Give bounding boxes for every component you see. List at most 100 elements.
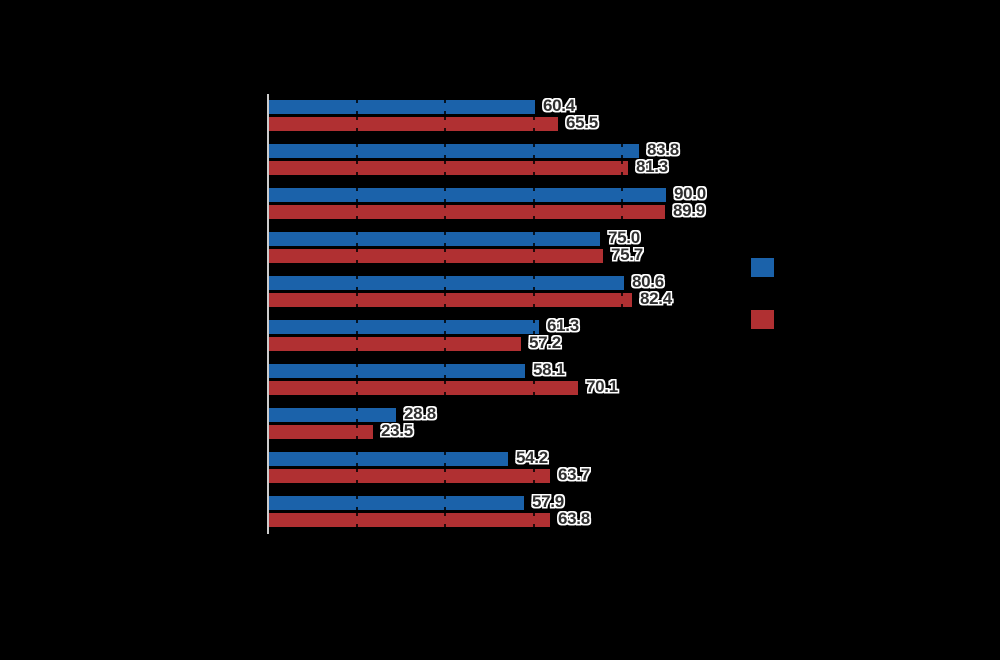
bar-series2 [269, 513, 550, 527]
gridline-tick [356, 144, 358, 147]
gridline-tick [444, 243, 446, 246]
gridline-tick [533, 513, 535, 516]
gridline-tick [444, 452, 446, 455]
gridline-tick [356, 436, 358, 439]
gridline-tick [444, 507, 446, 510]
bar-value-label: 23.5 [381, 421, 413, 440]
gridline-tick [356, 469, 358, 472]
gridline-tick [533, 161, 535, 164]
gridline-tick [356, 111, 358, 114]
gridline-tick [444, 469, 446, 472]
bar-series2 [269, 117, 558, 131]
gridline-tick [444, 161, 446, 164]
bar-series1 [269, 232, 600, 246]
gridline-tick [356, 128, 358, 131]
gridline-tick [444, 375, 446, 378]
gridline-tick [533, 128, 535, 131]
bar-series1 [269, 276, 624, 290]
gridline-tick [356, 331, 358, 334]
gridline-tick [356, 293, 358, 296]
gridline-tick [356, 276, 358, 279]
gridline-tick [444, 337, 446, 340]
gridline-tick [444, 320, 446, 323]
gridline-tick [356, 199, 358, 202]
bar-series2 [269, 205, 665, 219]
gridline-tick [533, 480, 535, 483]
gridline-tick [533, 276, 535, 279]
gridline-tick [444, 188, 446, 191]
bar-series1 [269, 144, 639, 158]
gridline-tick [356, 425, 358, 428]
gridline-tick [533, 287, 535, 290]
gridline-tick [356, 205, 358, 208]
gridline-tick [533, 293, 535, 296]
bar-value-label: 63.7 [558, 465, 590, 484]
gridline-tick [533, 144, 535, 147]
gridline-tick [444, 205, 446, 208]
gridline-tick [621, 293, 623, 296]
gridline-tick [533, 232, 535, 235]
gridline-tick [533, 320, 535, 323]
bar-series2 [269, 161, 628, 175]
bar-series1 [269, 188, 666, 202]
bar-series2 [269, 469, 550, 483]
gridline-tick [444, 249, 446, 252]
gridline-tick [444, 276, 446, 279]
gridline-tick [444, 100, 446, 103]
bar-value-label: 61.3 [547, 316, 579, 335]
gridline-tick [533, 249, 535, 252]
gridline-tick [356, 155, 358, 158]
gridline-tick [621, 144, 623, 147]
gridline-tick [356, 161, 358, 164]
gridline-tick [444, 155, 446, 158]
bar-series2 [269, 249, 603, 263]
bar-series2 [269, 425, 373, 439]
gridline-tick [356, 216, 358, 219]
y-axis-line [267, 94, 269, 534]
bar-series1 [269, 408, 396, 422]
bar-value-label: 57.2 [529, 333, 561, 352]
bar-series1 [269, 452, 508, 466]
bar-series1 [269, 320, 539, 334]
gridline-tick [621, 199, 623, 202]
gridline-tick [356, 304, 358, 307]
gridline-tick [533, 381, 535, 384]
legend-swatch-series1 [751, 258, 774, 277]
bar-value-label: 82.4 [640, 289, 672, 308]
gridline-tick [533, 172, 535, 175]
gridline-tick [533, 469, 535, 472]
bar-value-label: 81.3 [636, 157, 668, 176]
gridline-tick [356, 100, 358, 103]
gridline-tick [533, 304, 535, 307]
bar-value-label: 54.2 [516, 448, 548, 467]
bar-value-label: 60.4 [543, 96, 575, 115]
bar-series1 [269, 100, 535, 114]
gridline-tick [444, 216, 446, 219]
gridline-tick [444, 496, 446, 499]
gridline-tick [444, 287, 446, 290]
gridline-tick [356, 507, 358, 510]
bar-series2 [269, 293, 632, 307]
gridline-tick [444, 128, 446, 131]
gridline-tick [444, 364, 446, 367]
gridline-tick [444, 381, 446, 384]
gridline-tick [356, 524, 358, 527]
gridline-tick [621, 161, 623, 164]
gridline-tick [444, 172, 446, 175]
gridline-tick [444, 331, 446, 334]
gridline-tick [356, 375, 358, 378]
gridline-tick [444, 348, 446, 351]
gridline-tick [621, 304, 623, 307]
bar-value-label: 58.1 [533, 360, 565, 379]
gridline-tick [533, 188, 535, 191]
gridline-tick [621, 155, 623, 158]
gridline-tick [621, 172, 623, 175]
gridline-tick [356, 287, 358, 290]
gridline-tick [533, 331, 535, 334]
gridline-tick [444, 513, 446, 516]
bar-value-label: 57.9 [532, 492, 564, 511]
gridline-tick [533, 117, 535, 120]
bar-value-label: 63.8 [558, 509, 590, 528]
bar-value-label: 90.0 [674, 184, 706, 203]
